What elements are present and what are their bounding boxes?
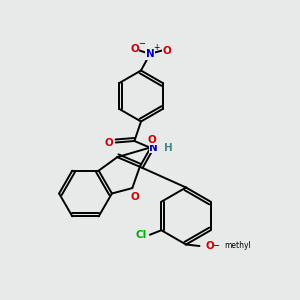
Text: H: H — [164, 142, 173, 153]
Text: O: O — [130, 44, 139, 54]
Text: O: O — [130, 191, 139, 202]
Text: methyl: methyl — [224, 242, 251, 250]
Text: −: − — [138, 39, 145, 48]
Text: −: − — [212, 242, 220, 250]
Text: O: O — [147, 135, 156, 145]
Text: N: N — [146, 49, 154, 59]
Text: +: + — [153, 43, 160, 52]
Text: Cl: Cl — [136, 230, 147, 240]
Text: N: N — [149, 142, 158, 153]
Text: O: O — [162, 46, 171, 56]
Text: O: O — [206, 241, 214, 251]
Text: O: O — [105, 137, 114, 148]
